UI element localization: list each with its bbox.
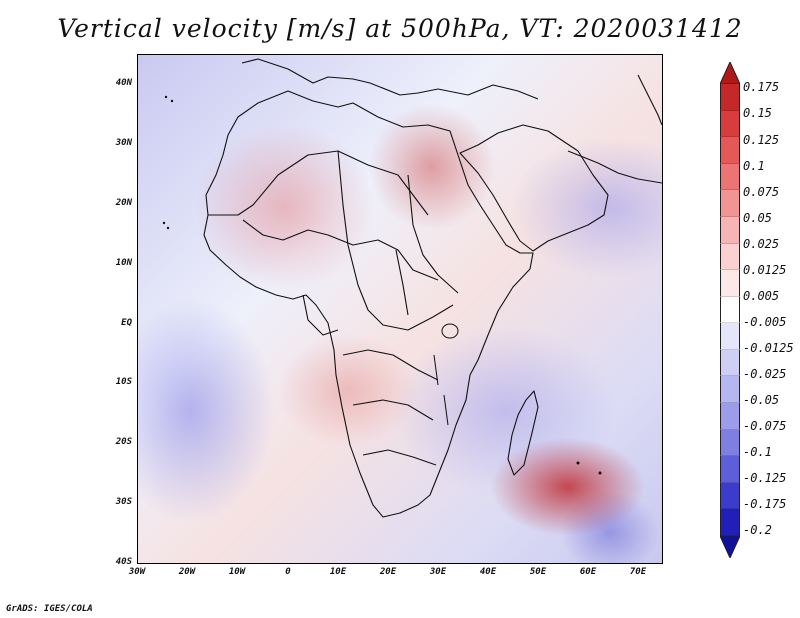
colorbar-swatch bbox=[720, 163, 740, 191]
colorbar-label-0.15: 0.15 bbox=[743, 106, 772, 120]
colorbar-label-0.005: 0.005 bbox=[743, 289, 780, 303]
colorbar-swatch bbox=[720, 296, 740, 324]
colorbar-swatch bbox=[720, 137, 740, 164]
colorbar-label-0.1: 0.1 bbox=[743, 159, 765, 173]
lon-label-30e: 30E bbox=[429, 567, 447, 577]
lat-label-eq: EQ bbox=[121, 318, 132, 328]
colorbar-swatch bbox=[720, 376, 740, 404]
colorbar-swatch bbox=[720, 349, 740, 377]
lat-label-40s: 40S bbox=[115, 557, 132, 567]
colorbar-swatch bbox=[720, 429, 740, 457]
lon-label-50e: 50E bbox=[529, 567, 547, 577]
colorbar-label-neg0.075: -0.075 bbox=[743, 419, 787, 433]
map-title: Vertical velocity [m/s] at 500hPa, VT: 2… bbox=[57, 14, 743, 43]
colorbar-swatch bbox=[720, 216, 740, 244]
lon-label-20w: 20W bbox=[178, 567, 196, 577]
colorbar-swatch bbox=[720, 509, 740, 536]
lon-label-0: 0 bbox=[285, 567, 291, 577]
colorbar-swatch bbox=[720, 110, 740, 138]
lon-label-10e: 10E bbox=[329, 567, 347, 577]
colorbar-label-neg0.2: -0.2 bbox=[743, 523, 772, 537]
lon-label-10w: 10W bbox=[228, 567, 246, 577]
colorbar bbox=[720, 62, 740, 558]
map-plot-area bbox=[137, 54, 663, 564]
lon-label-70e: 70E bbox=[629, 567, 647, 577]
lat-label-40n: 40N bbox=[115, 78, 132, 88]
lon-label-30w: 30W bbox=[128, 567, 146, 577]
lon-label-40e: 40E bbox=[479, 567, 497, 577]
colorbar-label-neg0.05: -0.05 bbox=[743, 393, 780, 407]
lat-label-20n: 20N bbox=[115, 198, 132, 208]
lat-label-20s: 20S bbox=[115, 437, 132, 447]
colorbar-swatch bbox=[720, 403, 740, 430]
colorbar-label-0.025: 0.025 bbox=[743, 237, 780, 251]
colorbar-label-neg0.125: -0.125 bbox=[743, 471, 787, 485]
colorbar-swatch bbox=[720, 456, 740, 483]
colorbar-label-neg0.1: -0.1 bbox=[743, 445, 772, 459]
colorbar-swatch bbox=[720, 482, 740, 510]
lon-label-60e: 60E bbox=[579, 567, 597, 577]
lat-label-10s: 10S bbox=[115, 377, 132, 387]
colorbar-label-neg0.005: -0.005 bbox=[743, 315, 787, 329]
lat-label-30n: 30N bbox=[115, 138, 132, 148]
grads-credit: GrADS: IGES/COLA bbox=[6, 604, 93, 614]
colorbar-swatch bbox=[720, 190, 740, 217]
lat-label-10n: 10N bbox=[115, 258, 132, 268]
colorbar-label-0.0125: 0.0125 bbox=[743, 263, 787, 277]
colorbar-swatch bbox=[720, 84, 740, 111]
colorbar-swatch bbox=[720, 323, 740, 350]
colorbar-label-0.125: 0.125 bbox=[743, 133, 780, 147]
lon-label-20e: 20E bbox=[379, 567, 397, 577]
colorbar-label-neg0.175: -0.175 bbox=[743, 497, 787, 511]
colorbar-bottom-arrow bbox=[720, 536, 740, 558]
colorbar-label-0.075: 0.075 bbox=[743, 185, 780, 199]
colorbar-swatch bbox=[720, 270, 740, 297]
colorbar-label-neg0.0125: -0.0125 bbox=[743, 341, 794, 355]
lat-label-30s: 30S bbox=[115, 497, 132, 507]
colorbar-swatch bbox=[720, 243, 740, 271]
colorbar-label-neg0.025: -0.025 bbox=[743, 367, 787, 381]
colorbar-top-arrow bbox=[720, 62, 740, 84]
africa-coastline-map bbox=[162, 58, 662, 518]
colorbar-label-0.175: 0.175 bbox=[743, 80, 780, 94]
colorbar-label-0.05: 0.05 bbox=[743, 211, 772, 225]
